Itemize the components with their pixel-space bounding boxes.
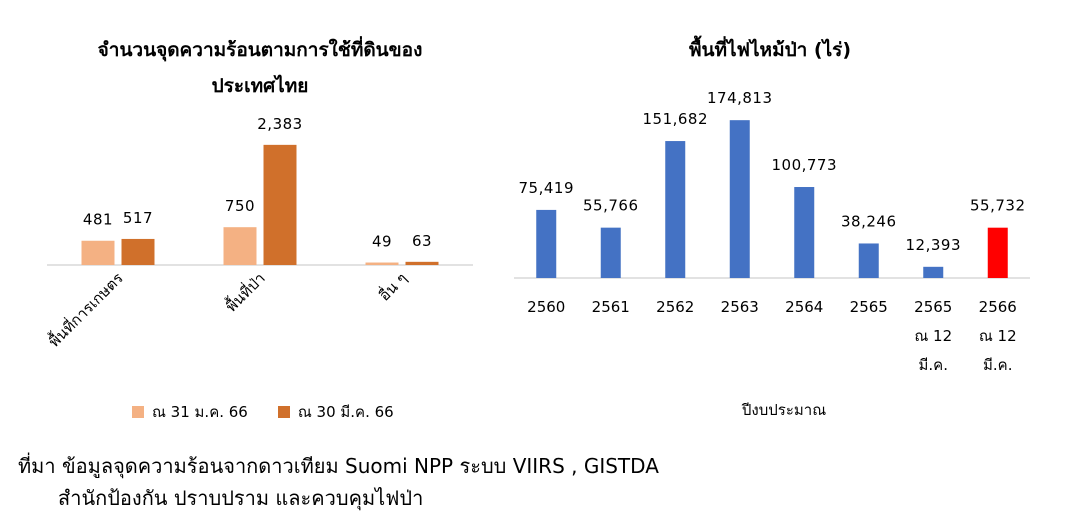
- right-chart-title: พื้นที่ไฟไหม้ป่า (ไร่): [560, 32, 980, 68]
- left-bar: [365, 262, 399, 265]
- legend-swatch-mar: [277, 406, 290, 418]
- left-bar: [121, 238, 155, 265]
- right-bar-value-label: 55,766: [583, 197, 639, 215]
- right-x-tick-label: 2565: [850, 298, 888, 316]
- left-bar-value-label: 481: [83, 211, 113, 229]
- right-x-tick-label: 2565: [914, 298, 952, 316]
- left-legend: ณ 31 ม.ค. 66 ณ 30 มี.ค. 66: [132, 400, 394, 424]
- right-x-tick-label: มี.ค.: [983, 356, 1012, 374]
- left-bar: [223, 227, 257, 265]
- right-bar-value-label: 151,682: [642, 110, 708, 128]
- right-x-tick-label: 2564: [785, 298, 823, 316]
- left-bar-value-label: 63: [412, 232, 432, 250]
- right-bar: [600, 227, 621, 278]
- left-bar: [405, 261, 439, 265]
- left-bar-value-label: 2,383: [257, 115, 302, 133]
- source-line-1: ที่มา ข้อมูลจุดความร้อนจากดาวเทียม Suomi…: [18, 454, 659, 478]
- left-chart: 481 517พื้นที่การเกษตร7502,383พื้นที่ป่า4…: [44, 115, 473, 351]
- right-x-axis-title-text: ปีงบประมาณ: [741, 401, 827, 419]
- right-x-tick-label: 2562: [656, 298, 694, 316]
- right-bar: [794, 187, 815, 278]
- right-bar-value-label: 55,732: [970, 197, 1026, 215]
- right-bar-value-label: 174,813: [707, 89, 773, 107]
- source-line-2: สำนักป้องกัน ปราบปราม และควบคุมไฟป่า: [58, 486, 424, 510]
- right-x-tick-label: มี.ค.: [919, 356, 948, 374]
- source-note: ที่มา ข้อมูลจุดความร้อนจากดาวเทียม Suomi…: [18, 450, 659, 514]
- legend-label-mar: ณ 30 มี.ค. 66: [297, 403, 394, 421]
- left-chart-title: จำนวนจุดความร้อนตามการใช้ที่ดินของประเทศ…: [50, 32, 470, 104]
- right-x-axis-title: ปีงบประมาณ: [704, 398, 864, 422]
- right-bar: [665, 141, 686, 278]
- right-x-tick-label: 2561: [592, 298, 630, 316]
- left-bar-value-label: 750: [225, 197, 255, 215]
- right-bar: [858, 243, 879, 278]
- right-bar-value-label: 12,393: [906, 236, 962, 254]
- right-x-tick-label: 2563: [721, 298, 759, 316]
- right-bar: [987, 227, 1008, 278]
- right-chart: 75,419 2560 55,766 2561 151,682 2562 174,813 25…: [514, 89, 1030, 374]
- right-x-tick-label: ณ 12: [914, 327, 952, 345]
- right-bar-value-label: 38,246: [841, 212, 897, 230]
- right-bar: [536, 209, 557, 278]
- right-x-tick-label: 2566: [979, 298, 1017, 316]
- right-x-tick-label: 2560: [527, 298, 565, 316]
- left-bar-value-label: 517: [123, 209, 153, 227]
- right-bar: [729, 120, 750, 279]
- legend-swatch-jan: [132, 406, 144, 418]
- legend-label-jan: ณ 31 ม.ค. 66: [152, 403, 248, 421]
- right-bar-value-label: 100,773: [771, 156, 837, 174]
- right-x-tick-label: ณ 12: [979, 327, 1017, 345]
- right-chart-title-text: พื้นที่ไฟไหม้ป่า (ไร่): [688, 39, 852, 61]
- left-chart-title-text: จำนวนจุดความร้อนตามการใช้ที่ดินของประเทศ…: [97, 39, 423, 97]
- left-bar-value-label: 49: [372, 233, 392, 251]
- right-bar: [923, 266, 944, 278]
- left-bar: [81, 240, 115, 265]
- left-bar: [263, 144, 297, 265]
- right-bar-value-label: 75,419: [519, 179, 575, 197]
